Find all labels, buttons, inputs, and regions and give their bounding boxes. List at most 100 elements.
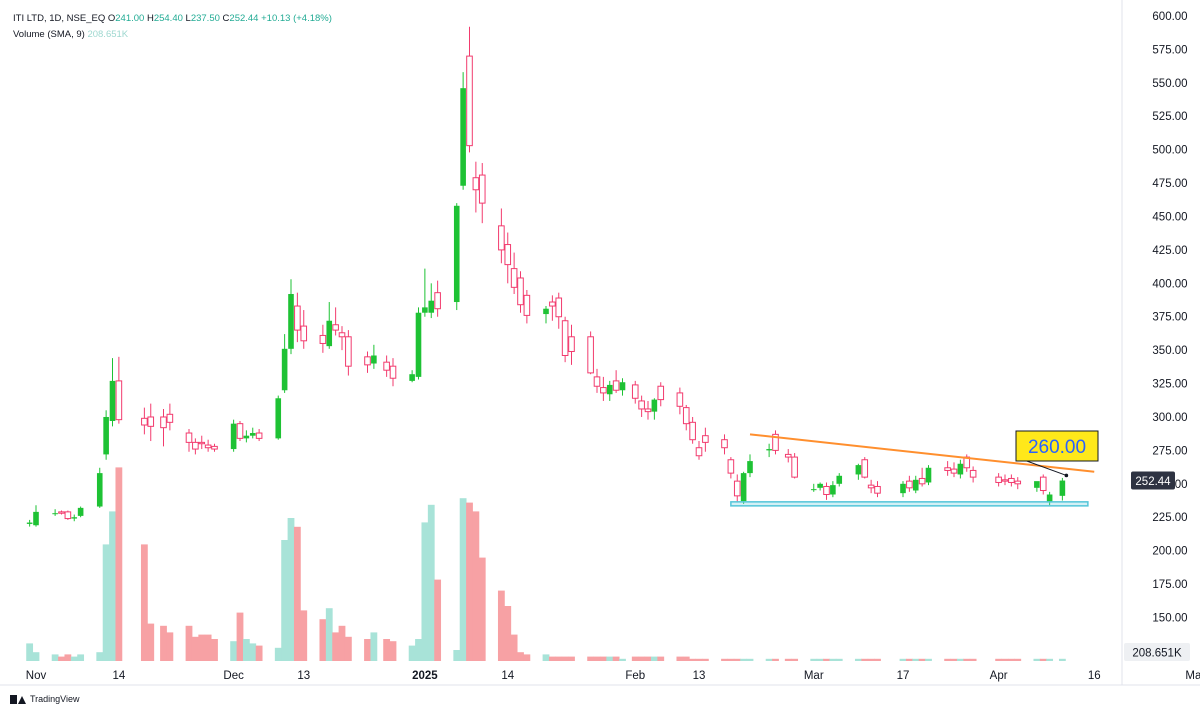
- candle-body: [810, 489, 817, 491]
- volume-bar: [612, 656, 620, 661]
- candle-body: [695, 447, 703, 457]
- candle: [740, 471, 747, 504]
- symbol-title: ITI LTD, 1D, NSE_EQ: [13, 13, 106, 24]
- volume-bar: [242, 639, 250, 661]
- volume-bar: [478, 557, 486, 661]
- candle: [332, 307, 339, 336]
- volume-bar: [784, 658, 792, 661]
- volume-bar: [191, 636, 199, 661]
- volume-bar: [459, 498, 467, 661]
- volume-legend-row: Volume (SMA, 9) 208.651K: [13, 27, 332, 43]
- volume-bar: [293, 526, 301, 661]
- candle: [389, 358, 397, 387]
- volume-bar: [140, 544, 148, 661]
- volume-bar: [96, 652, 104, 661]
- candle: [326, 302, 333, 349]
- volume-bar: [950, 658, 958, 661]
- chart-legend: ITI LTD, 1D, NSE_EQ O241.00 H254.40 L237…: [13, 11, 332, 43]
- candle: [236, 420, 244, 442]
- volume-bar: [599, 656, 607, 661]
- volume-bar: [211, 639, 218, 661]
- candle-body: [944, 467, 951, 471]
- volume-value: 208.651K: [87, 29, 129, 40]
- candle-body: [185, 432, 193, 443]
- candle: [1046, 491, 1053, 506]
- candle-body: [345, 336, 352, 367]
- x-tick-label: 14: [501, 670, 514, 682]
- candle-body: [204, 444, 212, 449]
- candle: [950, 462, 958, 478]
- candle: [409, 370, 415, 383]
- candle: [1034, 481, 1040, 492]
- callout-box[interactable]: [1015, 430, 1099, 462]
- volume-bar: [606, 656, 614, 661]
- candle: [549, 295, 556, 321]
- candle-body: [612, 380, 620, 391]
- volume-bar: [721, 658, 728, 661]
- candle-body: [766, 449, 772, 451]
- candle: [96, 467, 103, 508]
- x-tick-label: Apr: [990, 670, 1008, 682]
- candle: [147, 403, 155, 442]
- candle: [918, 467, 926, 487]
- candle: [211, 443, 218, 452]
- volume-bar: [236, 612, 244, 661]
- volume-bar: [1007, 658, 1015, 661]
- candle-body: [281, 348, 288, 391]
- candle: [109, 358, 116, 427]
- volume-bar: [249, 643, 257, 661]
- tradingview-branding[interactable]: TradingView: [10, 694, 80, 704]
- candle-body: [510, 268, 518, 288]
- volume-bar: [835, 658, 843, 661]
- x-tick-label: 13: [297, 670, 310, 682]
- volume-badge: [1124, 643, 1190, 661]
- callout-pointer: [1023, 459, 1067, 476]
- volume-bar: [810, 658, 818, 661]
- candle-body: [478, 174, 486, 204]
- candle: [1014, 477, 1022, 490]
- candle-body: [453, 205, 460, 303]
- candle-body: [1034, 481, 1040, 488]
- volume-bar: [370, 632, 378, 661]
- candle-body: [549, 301, 556, 307]
- low-value: 237.50: [190, 13, 220, 24]
- volume-bar: [523, 654, 531, 661]
- support-zone[interactable]: [730, 501, 1089, 507]
- candle-body: [631, 384, 639, 399]
- y-tick-label: 575.00: [1152, 44, 1187, 56]
- volume-bar: [364, 639, 371, 661]
- candle: [969, 466, 977, 483]
- candle: [383, 355, 390, 377]
- resistance-trendline[interactable]: [749, 433, 1095, 473]
- candles: [26, 26, 1066, 527]
- volume-bar: [944, 658, 952, 661]
- x-tick-label: 14: [112, 670, 125, 682]
- candle: [255, 429, 263, 442]
- volume-bar: [905, 658, 913, 661]
- volume-bar: [160, 625, 167, 661]
- volume-bar: [32, 652, 40, 661]
- volume-bar: [1039, 658, 1047, 661]
- y-tick-label: 475.00: [1152, 178, 1187, 190]
- volume-bar: [166, 632, 174, 661]
- candle-body: [288, 294, 294, 349]
- candle: [1039, 474, 1047, 495]
- volume-bar: [102, 544, 110, 661]
- volume-bar: [969, 658, 977, 661]
- volume-bar: [854, 658, 862, 661]
- candle: [555, 292, 563, 329]
- candle: [33, 505, 39, 527]
- candle-body: [836, 475, 843, 484]
- volume-bar: [899, 658, 907, 661]
- volume-bar: [746, 658, 754, 661]
- candle-body: [460, 88, 466, 186]
- candle: [300, 310, 308, 349]
- candle-body: [498, 225, 505, 251]
- candle: [810, 483, 817, 492]
- x-tick-label: 13: [693, 670, 706, 682]
- volume-bar: [332, 632, 340, 661]
- y-tick-label: 350.00: [1152, 345, 1187, 357]
- close-label: C: [222, 13, 230, 24]
- x-tick-label: Feb: [625, 670, 645, 682]
